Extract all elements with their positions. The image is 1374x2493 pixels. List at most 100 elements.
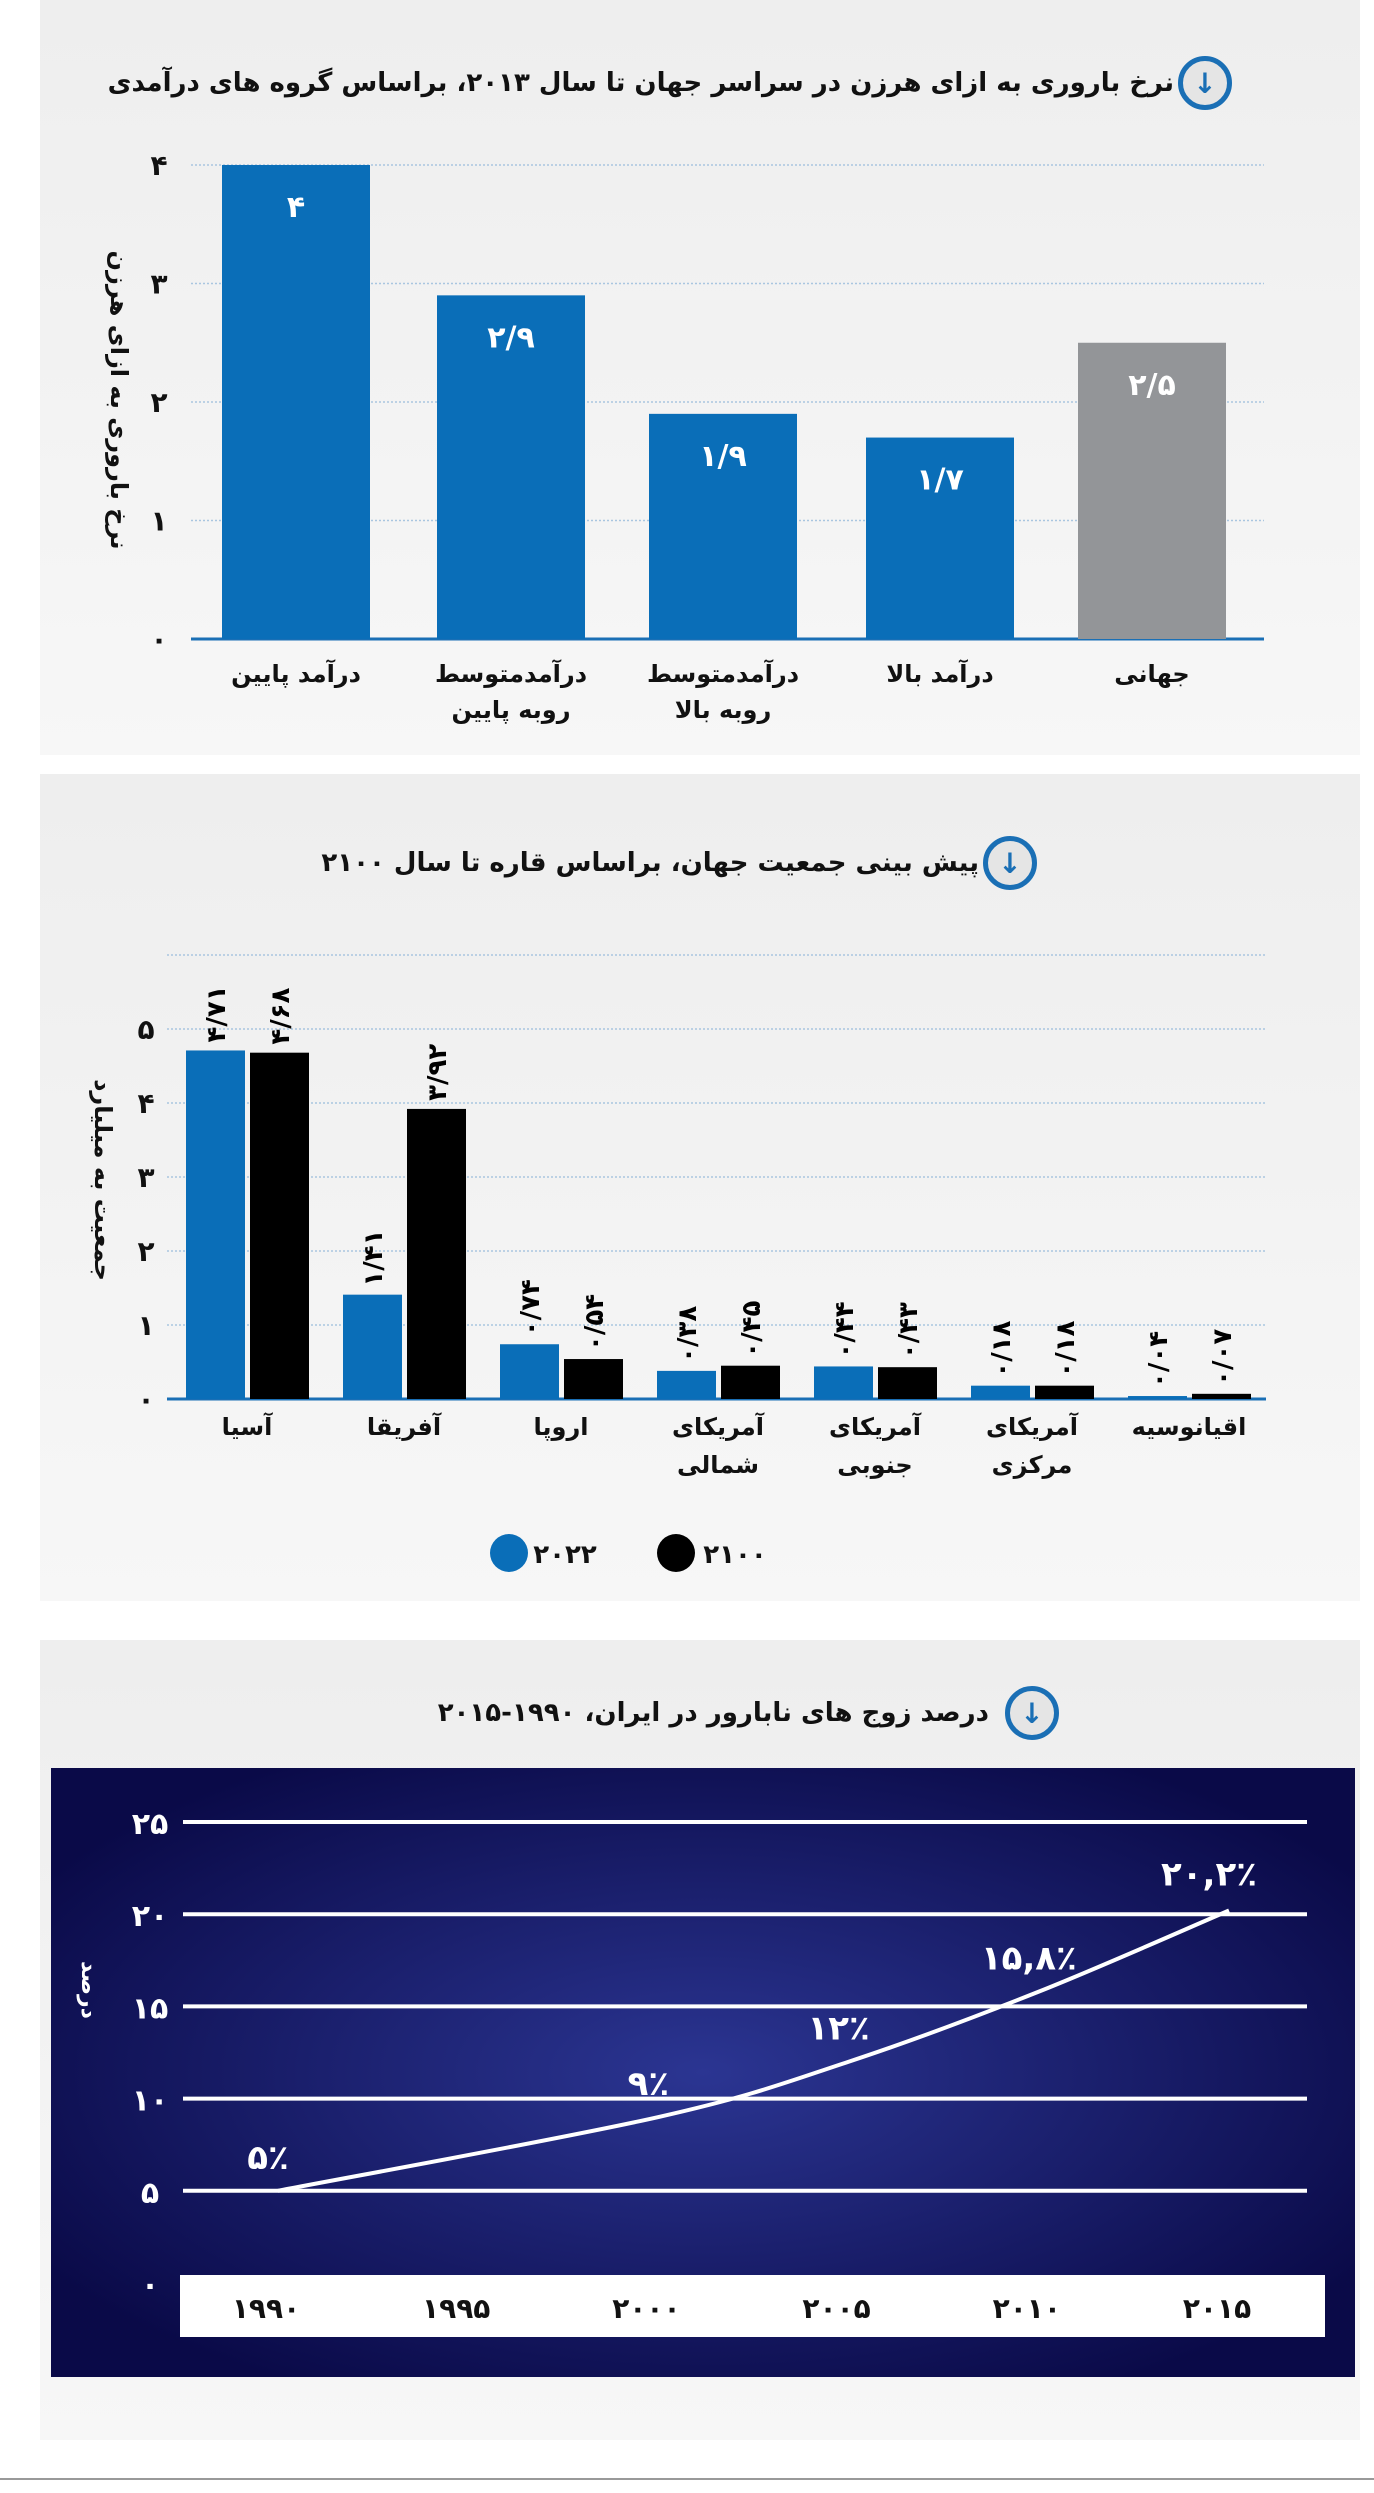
y-axis-title: نرخ باروری به ازای هرزن [105,251,133,550]
bar-۲۱۰۰ [878,1367,937,1399]
bar-value-label: ۱/۴۱ [359,1230,389,1287]
bar-۲۱۰۰ [250,1052,309,1399]
bar-۲۰۲۲ [500,1344,559,1399]
legend-swatch [657,1534,695,1572]
bar-۲۰۲۲ [1128,1396,1187,1399]
y-tick-label: ۱۵ [132,1991,169,2026]
fertility-chart: ۰ ۱ ۲ ۳ ۴ نرخ باروری به ازای هرزن ۴ درآمد پایین… [105,149,1264,724]
download-arrow-icon[interactable]: ↓ [1178,56,1232,110]
y-tick-label: ۲ [137,1235,154,1268]
data-label: ۲۰,۲٪ [1161,1855,1257,1895]
category-label: جنوبی [837,1451,912,1479]
data-label: ۹٪ [628,2064,670,2104]
bar-value-label: ۴/۶۸ [266,987,296,1044]
bar-value-label: ۰/۳۸ [673,1306,703,1363]
data-label: ۱۲٪ [807,2009,869,2049]
bar-۲۰۲۲ [814,1366,873,1399]
bar-۲۰۲۲ [657,1370,716,1399]
y-axis-title: درصد [76,1961,101,2019]
bar-value-label: ۰/۴۵ [737,1300,767,1357]
bar-value-label: ۲/۹ [487,320,535,355]
category-label: درآمدمتوسط [647,659,799,688]
bar-value-label: ۰/۰۴ [1144,1331,1174,1388]
bar-۲۱۰۰ [564,1359,623,1399]
y-tick-label: ۰ [141,2268,159,2303]
y-tick-label: ۱۰ [132,2084,169,2119]
category-label: روبه بالا [675,696,772,724]
bar-۲۱۰۰ [1192,1393,1251,1399]
x-tick-label: ۲۰۰۰ [612,2292,680,2325]
legend-label: ۲۱۰۰ [703,1540,766,1570]
legend-swatch [490,1534,528,1572]
bar-۲۱۰۰ [721,1365,780,1399]
bar-value-label: ۰/۴۳ [894,1302,924,1359]
data-label: ۱۵,۸٪ [981,1939,1077,1979]
x-tick-label: ۱۹۹۵ [422,2292,490,2325]
bar [222,165,370,639]
data-label: ۵٪ [247,2138,289,2178]
bar [649,413,797,639]
bar-value-label: ۰/۱۸ [1051,1320,1081,1377]
category-label: آمریکای [672,1412,765,1441]
category-label: آسیا [222,1412,273,1441]
chart3-title: درصد زوج های نابارور در ایران، ۱۹۹۰-۲۰۱۵ [437,1698,989,1728]
y-tick-label: ۴ [150,149,167,182]
bar-value-label: ۰/۴۴ [830,1301,860,1358]
category-label: مرکزی [992,1451,1073,1479]
y-tick-label: ۳ [137,1161,154,1194]
bar [866,437,1014,639]
y-tick-label: ۳ [150,268,167,301]
y-axis-title: جمعیت به میلیارد [89,1079,117,1281]
category-label: شمالی [677,1451,759,1479]
bar-value-label: ۲/۵ [1128,368,1176,403]
y-tick-label: ۱ [137,1309,154,1342]
category-label: آفریقا [367,1412,442,1441]
bar-value-label: ۱/۷ [916,463,964,498]
bar-۲۱۰۰ [1035,1385,1094,1399]
y-tick-label: ۲ [150,386,167,419]
category-label: جهانی [1114,660,1189,688]
y-tick-label: ۵ [141,2176,159,2211]
bar-value-label: ۱/۹ [699,439,747,474]
y-tick-label: ۲۰ [132,1899,169,1934]
category-label: آمریکای [829,1412,922,1441]
category-label: درآمد پایین [231,659,361,688]
chart2-title: پیش بینی جمعیت جهان، براساس قاره تا سال … [321,848,979,878]
category-label: روبه پایین [451,696,570,724]
download-arrow-icon[interactable]: ↓ [1005,1686,1059,1740]
bar-value-label: ۰/۰۷ [1208,1329,1238,1386]
infertility-chart: ۰ ۵ ۱۰ ۱۵ ۲۰ ۲۵ درصد ۱۹۹۰ ۱۹۹۵ ۲۰۰۰ ۲۰۰۵ ۲۰۱۰ ۲۰۱۵ ۵٪… [51,1768,1355,2377]
category-label: درآمدمتوسط [435,659,587,688]
bar-value-label: ۰/۵۴ [580,1294,610,1351]
bar [1078,342,1226,639]
x-tick-label: ۲۰۱۰ [993,2292,1061,2325]
x-tick-label: ۲۰۰۵ [802,2292,870,2325]
category-label: اروپا [534,1413,589,1441]
category-label: درآمد بالا [886,659,993,688]
population-chart: ۰ ۱ ۲ ۳ ۴ ۵ جمعیت به میلیارد ۴/۷۱ ۴/۶۸ آسیا ۱/۴۱ ۳/… [89,954,1266,1572]
x-axis-strip [180,2275,1325,2337]
bar [437,295,585,639]
download-arrow-icon[interactable]: ↓ [983,836,1037,890]
bar-value-label: ۴/۷۱ [202,985,232,1042]
y-tick-label: ۵ [137,1013,154,1046]
chart1-title: نرخ باروری به ازای هرزن در سراسر جهان تا… [107,68,1174,98]
x-tick-label: ۲۰۱۵ [1183,2292,1251,2325]
legend-label: ۲۰۲۲ [533,1540,597,1570]
bar-value-label: ۴ [287,190,305,225]
trend-line [277,1908,1230,2193]
bar-۲۱۰۰ [407,1108,466,1399]
category-label: آمریکای [986,1412,1079,1441]
category-label: اقیانوسیه [1132,1413,1247,1441]
bottom-divider [0,2478,1374,2480]
x-tick-label: ۱۹۹۰ [232,2292,300,2325]
bar-۲۰۲۲ [971,1385,1030,1399]
y-tick-label: ۰ [150,623,167,656]
bar-value-label: ۳/۹۲ [423,1044,453,1101]
y-tick-label: ۰ [137,1383,154,1416]
y-tick-label: ۲۵ [132,1807,169,1842]
bar-۲۰۲۲ [343,1294,402,1399]
bar-value-label: ۰/۱۸ [987,1320,1017,1377]
bar-value-label: ۰/۷۴ [516,1279,546,1336]
y-tick-label: ۴ [137,1087,154,1120]
